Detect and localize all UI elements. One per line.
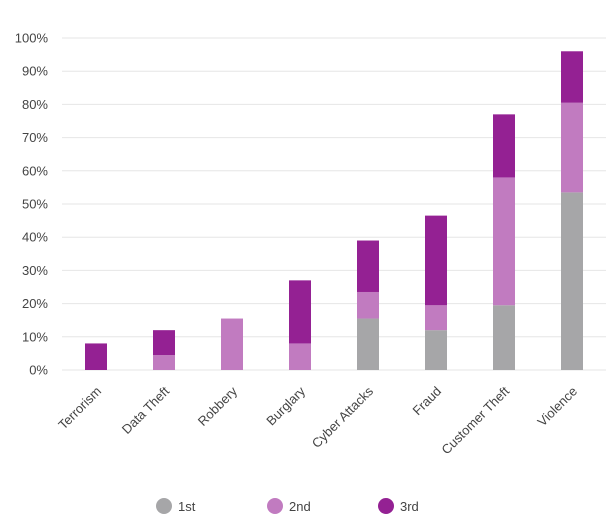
x-tick-label: Robbery xyxy=(195,383,241,429)
x-tick-label: Terrorism xyxy=(55,384,104,433)
grid-lines xyxy=(62,37,606,371)
bar-segment-2nd xyxy=(357,291,379,319)
bar-segment-2nd xyxy=(221,318,243,370)
bar-segment-1st xyxy=(493,305,515,370)
y-tick-label: 70% xyxy=(22,130,48,145)
bars xyxy=(85,51,583,370)
x-tick-label: Fraud xyxy=(409,384,444,419)
y-tick-label: 100% xyxy=(15,31,49,46)
x-tick-label: Violence xyxy=(534,384,580,430)
x-axis-ticks: Terrorism Data Theft Robbery Burglary Cyber … xyxy=(55,383,580,457)
y-axis-ticks: 0% 10% 20% 30% 40% 50% 60% 70% 80% 90% 100% xyxy=(15,31,49,378)
y-tick-label: 90% xyxy=(22,64,48,79)
y-tick-label: 40% xyxy=(22,230,48,245)
bar-segment-2nd xyxy=(153,355,175,370)
x-tick-label: Cyber Attacks xyxy=(309,383,377,451)
x-tick-label: Burglary xyxy=(263,383,308,428)
bar-segment-3rd xyxy=(561,51,583,103)
bar-segment-3rd xyxy=(493,114,515,178)
bar-segment-3rd xyxy=(289,280,311,344)
legend-label-1st: 1st xyxy=(178,499,196,514)
legend-marker-2nd xyxy=(267,498,283,514)
bar-segment-2nd xyxy=(425,305,447,331)
bar-segment-2nd xyxy=(561,102,583,193)
bar-segment-1st xyxy=(425,330,447,370)
y-tick-label: 30% xyxy=(22,263,48,278)
bar-segment-3rd xyxy=(85,343,107,370)
y-tick-label: 60% xyxy=(22,163,48,178)
y-tick-label: 10% xyxy=(22,329,48,344)
bar-segment-3rd xyxy=(425,215,447,306)
x-tick-label: Customer Theft xyxy=(438,383,512,457)
x-tick-label: Data Theft xyxy=(119,383,173,437)
legend-label-2nd: 2nd xyxy=(289,499,311,514)
y-tick-label: 80% xyxy=(22,97,48,112)
legend-marker-3rd xyxy=(378,498,394,514)
bar-segment-1st xyxy=(357,318,379,370)
y-tick-label: 50% xyxy=(22,197,48,212)
bar-segment-2nd xyxy=(493,177,515,306)
legend-marker-1st xyxy=(156,498,172,514)
bar-segment-1st xyxy=(561,192,583,370)
bar-segment-3rd xyxy=(357,240,379,292)
bar-segment-2nd xyxy=(289,343,311,370)
y-tick-label: 0% xyxy=(29,363,48,378)
y-tick-label: 20% xyxy=(22,296,48,311)
bar-segment-3rd xyxy=(153,330,175,356)
legend: 1st 2nd 3rd xyxy=(156,498,419,514)
legend-label-3rd: 3rd xyxy=(400,499,419,514)
